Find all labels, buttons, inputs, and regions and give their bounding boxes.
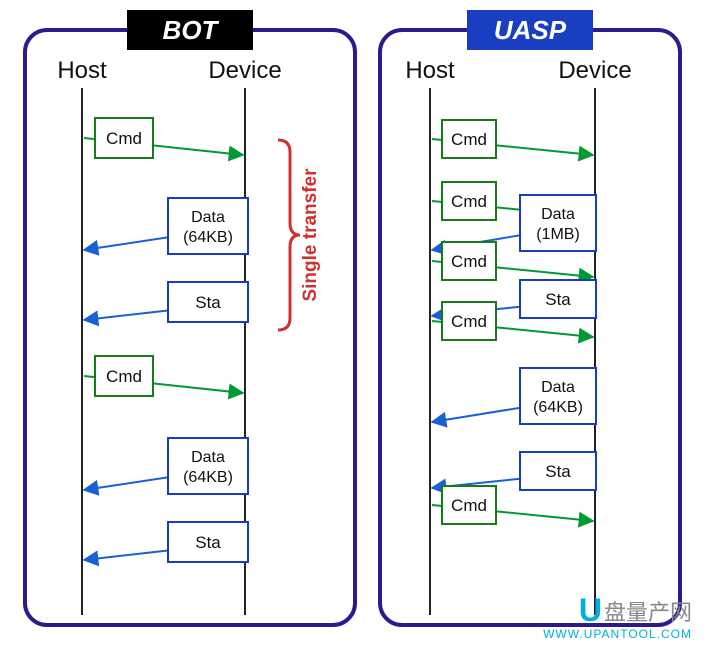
cmd-label: Cmd (451, 130, 487, 149)
host-label: Host (57, 57, 107, 84)
data-label2: (64KB) (183, 469, 233, 486)
data-label1: Sta (545, 462, 571, 481)
cmd-label: Cmd (106, 367, 142, 386)
single-transfer-label: Single transfer (300, 168, 321, 302)
diagram-svg: BOT Host Device Cmd Data (64KB) Sta Cmd Data (64K… (0, 0, 706, 649)
watermark-icon: U (579, 592, 602, 629)
data-label1: Sta (545, 290, 571, 309)
cmd-label: Cmd (451, 252, 487, 271)
panel-border (380, 30, 680, 625)
watermark: U 盘量产网 WWW.UPANTOOL.COM (543, 592, 692, 641)
data-label2: (64KB) (183, 229, 233, 246)
data-label1: Data (541, 379, 575, 396)
cmd-label: Cmd (451, 192, 487, 211)
watermark-text1: 盘量产网 (604, 595, 692, 627)
watermark-text2: WWW.UPANTOOL.COM (543, 627, 692, 641)
data-label2: (1MB) (536, 226, 580, 243)
device-label: Device (558, 57, 631, 84)
host-label: Host (405, 57, 455, 84)
data-label1: Data (541, 206, 575, 223)
panel-title: UASP (494, 15, 567, 45)
panel-title: BOT (163, 15, 220, 45)
data-label1: Sta (195, 533, 221, 552)
data-label2: (64KB) (533, 399, 583, 416)
data-label1: Data (191, 449, 225, 466)
device-label: Device (208, 57, 281, 84)
data-label1: Sta (195, 293, 221, 312)
single-transfer-bracket (278, 140, 300, 330)
cmd-label: Cmd (106, 129, 142, 148)
cmd-label: Cmd (451, 496, 487, 515)
data-label1: Data (191, 209, 225, 226)
cmd-label: Cmd (451, 312, 487, 331)
